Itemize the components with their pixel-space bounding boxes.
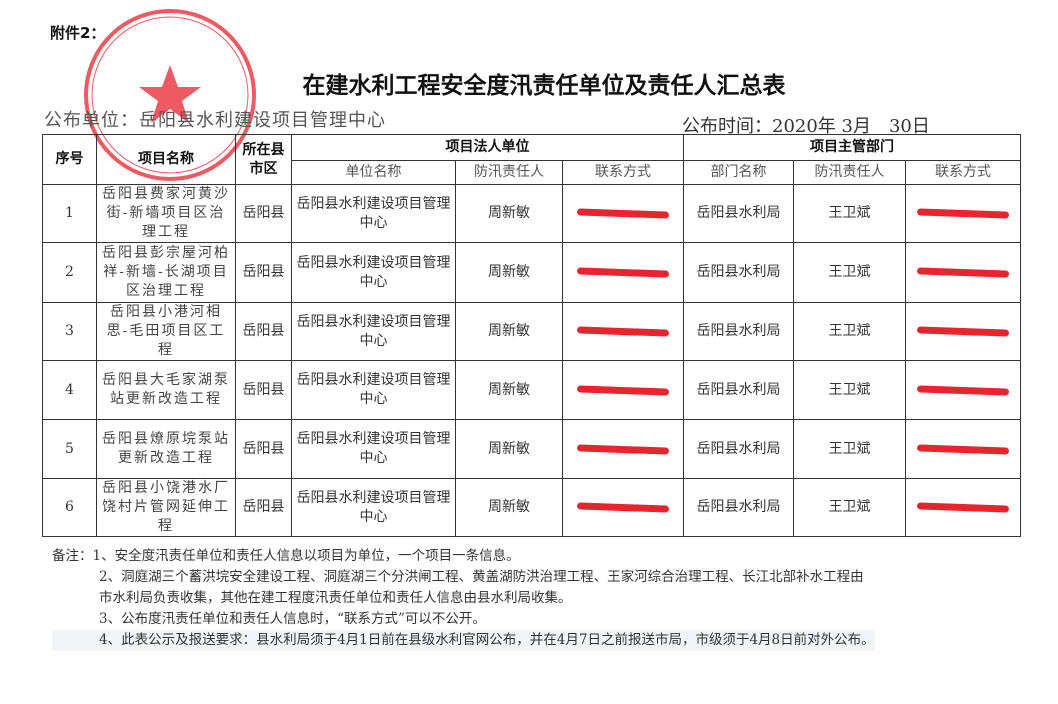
seq-cell: 5 — [42, 419, 97, 479]
attachment-label: 附件2： — [50, 24, 106, 42]
dept-flood-person-cell: 王卫斌 — [793, 360, 906, 420]
table-row: 6 岳阳县小饶港水厂饶村片管网延伸工程 岳阳县 岳阳县水利建设项目管理中心 周新敏 岳阳县… — [42, 478, 1021, 537]
dept-contact-redacted — [905, 360, 1021, 420]
redaction-mark — [576, 208, 670, 219]
redaction-mark — [576, 384, 670, 396]
flood-person-cell: 周新敏 — [455, 478, 563, 537]
publish-time: 公布时间：2020年 3月 30日 — [682, 116, 930, 137]
project-name-cell: 岳阳县小港河相思-毛田项目区工程 — [96, 302, 236, 361]
unit-name-cell: 岳阳县水利建设项目管理中心 — [291, 419, 456, 479]
county-cell: 岳阳县 — [235, 419, 292, 479]
dept-name-cell: 岳阳县水利局 — [683, 360, 794, 420]
header-seq: 序号 — [42, 134, 97, 185]
star-icon — [139, 65, 201, 123]
dept-contact-redacted — [905, 419, 1021, 479]
header-legal-flood-person: 防汛责任人 — [455, 160, 563, 185]
table-row: 3 岳阳县小港河相思-毛田项目区工程 岳阳县 岳阳县水利建设项目管理中心 周新敏 岳阳县水… — [42, 302, 1021, 361]
county-cell: 岳阳县 — [235, 360, 292, 420]
header-dept-flood-person: 防汛责任人 — [793, 160, 906, 185]
project-name-cell: 岳阳县费家河黄沙街-新墙项目区治理工程 — [96, 184, 236, 243]
seq-cell: 2 — [42, 242, 97, 303]
redaction-mark — [916, 326, 1010, 337]
flood-person-cell: 周新敏 — [455, 184, 563, 243]
project-name-cell: 岳阳县小饶港水厂饶村片管网延伸工程 — [96, 478, 236, 537]
seq-cell: 1 — [42, 184, 97, 243]
project-name-cell: 岳阳县燎原垸泵站更新改造工程 — [96, 419, 236, 479]
dept-name-cell: 岳阳县水利局 — [683, 478, 794, 537]
header-legal-unit: 项目法人单位 — [291, 134, 684, 161]
unit-name-cell: 岳阳县水利建设项目管理中心 — [291, 360, 456, 420]
contact-redacted — [562, 302, 684, 361]
redaction-mark — [916, 208, 1010, 219]
unit-name-cell: 岳阳县水利建设项目管理中心 — [291, 302, 456, 361]
redaction-mark — [576, 267, 670, 278]
dept-name-cell: 岳阳县水利局 — [683, 184, 794, 243]
dept-name-cell: 岳阳县水利局 — [683, 419, 794, 479]
redaction-mark — [576, 443, 670, 455]
dept-flood-person-cell: 王卫斌 — [793, 478, 906, 537]
table-row: 2 岳阳县彭宗屋河柏祥-新墙-长湖项目区治理工程 岳阳县 岳阳县水利建设项目管理中心周… — [42, 242, 1021, 303]
redaction-mark — [916, 267, 1010, 278]
contact-redacted — [562, 360, 684, 420]
header-county: 所在县市区 — [235, 134, 292, 185]
dept-contact-redacted — [905, 302, 1021, 361]
notes: 备注：1、安全度汛责任单位和责任人信息以项目为单位，一个项目一条信息。 2、洞庭… — [52, 546, 875, 651]
project-name-cell: 岳阳县彭宗屋河柏祥-新墙-长湖项目区治理工程 — [96, 242, 236, 303]
seq-cell: 6 — [42, 478, 97, 537]
note-2: 2、洞庭湖三个蓄洪垸安全建设工程、洞庭湖三个分洪闸工程、黄盖湖防洪治理工程、王家… — [99, 569, 864, 585]
county-cell: 岳阳县 — [235, 302, 292, 361]
county-cell: 岳阳县 — [235, 242, 292, 303]
page-title: 在建水利工程安全度汛责任单位及责任人汇总表 — [302, 73, 786, 99]
redaction-mark — [916, 384, 1010, 396]
responsibility-table: 序号 项目名称 所在县市区 项目法人单位 项目主管部门 单位名称 防汛责任人 联… — [42, 134, 1021, 537]
header-legal-contact: 联系方式 — [562, 160, 684, 185]
contact-redacted — [562, 478, 684, 537]
flood-person-cell: 周新敏 — [455, 360, 563, 420]
flood-person-cell: 周新敏 — [455, 302, 563, 361]
unit-name-cell: 岳阳县水利建设项目管理中心 — [291, 242, 456, 303]
dept-flood-person-cell: 王卫斌 — [793, 242, 906, 303]
header-dept-name: 部门名称 — [683, 160, 794, 185]
dept-flood-person-cell: 王卫斌 — [793, 184, 906, 243]
redaction-mark — [916, 443, 1010, 455]
header-dept: 项目主管部门 — [683, 134, 1021, 161]
note-2-cont: 市水利局负责收集，其他在建工程度汛责任单位和责任人信息由县水利局收集。 — [99, 590, 572, 606]
note-1: 备注：1、安全度汛责任单位和责任人信息以项目为单位，一个项目一条信息。 — [52, 548, 520, 564]
dept-name-cell: 岳阳县水利局 — [683, 302, 794, 361]
table-row: 1 岳阳县费家河黄沙街-新墙项目区治理工程 岳阳县 岳阳县水利建设项目管理中心 周新敏 岳… — [42, 184, 1021, 243]
dept-contact-redacted — [905, 184, 1021, 243]
unit-name-cell: 岳阳县水利建设项目管理中心 — [291, 184, 456, 243]
redaction-mark — [576, 502, 670, 513]
unit-name-cell: 岳阳县水利建设项目管理中心 — [291, 478, 456, 537]
table-row: 5 岳阳县燎原垸泵站更新改造工程 岳阳县 岳阳县水利建设项目管理中心 周新敏 岳阳县水利局… — [42, 419, 1021, 479]
dept-contact-redacted — [905, 478, 1021, 537]
header-dept-contact: 联系方式 — [905, 160, 1021, 185]
publisher: 公布单位：岳阳县水利建设项目管理中心 — [44, 110, 386, 131]
contact-redacted — [562, 184, 684, 243]
header-unit-name: 单位名称 — [291, 160, 456, 185]
county-cell: 岳阳县 — [235, 478, 292, 537]
contact-redacted — [562, 242, 684, 303]
note-3: 3、公布度汛责任单位和责任人信息时，“联系方式”可以不公开。 — [99, 611, 486, 627]
table-row: 4 岳阳县大毛家湖泵站更新改造工程 岳阳县 岳阳县水利建设项目管理中心 周新敏 岳阳县水利… — [42, 360, 1021, 420]
note-4: 4、此表公示及报送要求：县水利局须于4月1日前在县级水利官网公布，并在4月7日之… — [52, 630, 875, 651]
county-cell: 岳阳县 — [235, 184, 292, 243]
dept-flood-person-cell: 王卫斌 — [793, 302, 906, 361]
dept-contact-redacted — [905, 242, 1021, 303]
project-name-cell: 岳阳县大毛家湖泵站更新改造工程 — [96, 360, 236, 420]
redaction-mark — [916, 502, 1010, 513]
flood-person-cell: 周新敏 — [455, 242, 563, 303]
flood-person-cell: 周新敏 — [455, 419, 563, 479]
dept-name-cell: 岳阳县水利局 — [683, 242, 794, 303]
seq-cell: 4 — [42, 360, 97, 420]
header-project-name: 项目名称 — [96, 134, 236, 185]
redaction-mark — [576, 326, 670, 337]
contact-redacted — [562, 419, 684, 479]
seq-cell: 3 — [42, 302, 97, 361]
dept-flood-person-cell: 王卫斌 — [793, 419, 906, 479]
